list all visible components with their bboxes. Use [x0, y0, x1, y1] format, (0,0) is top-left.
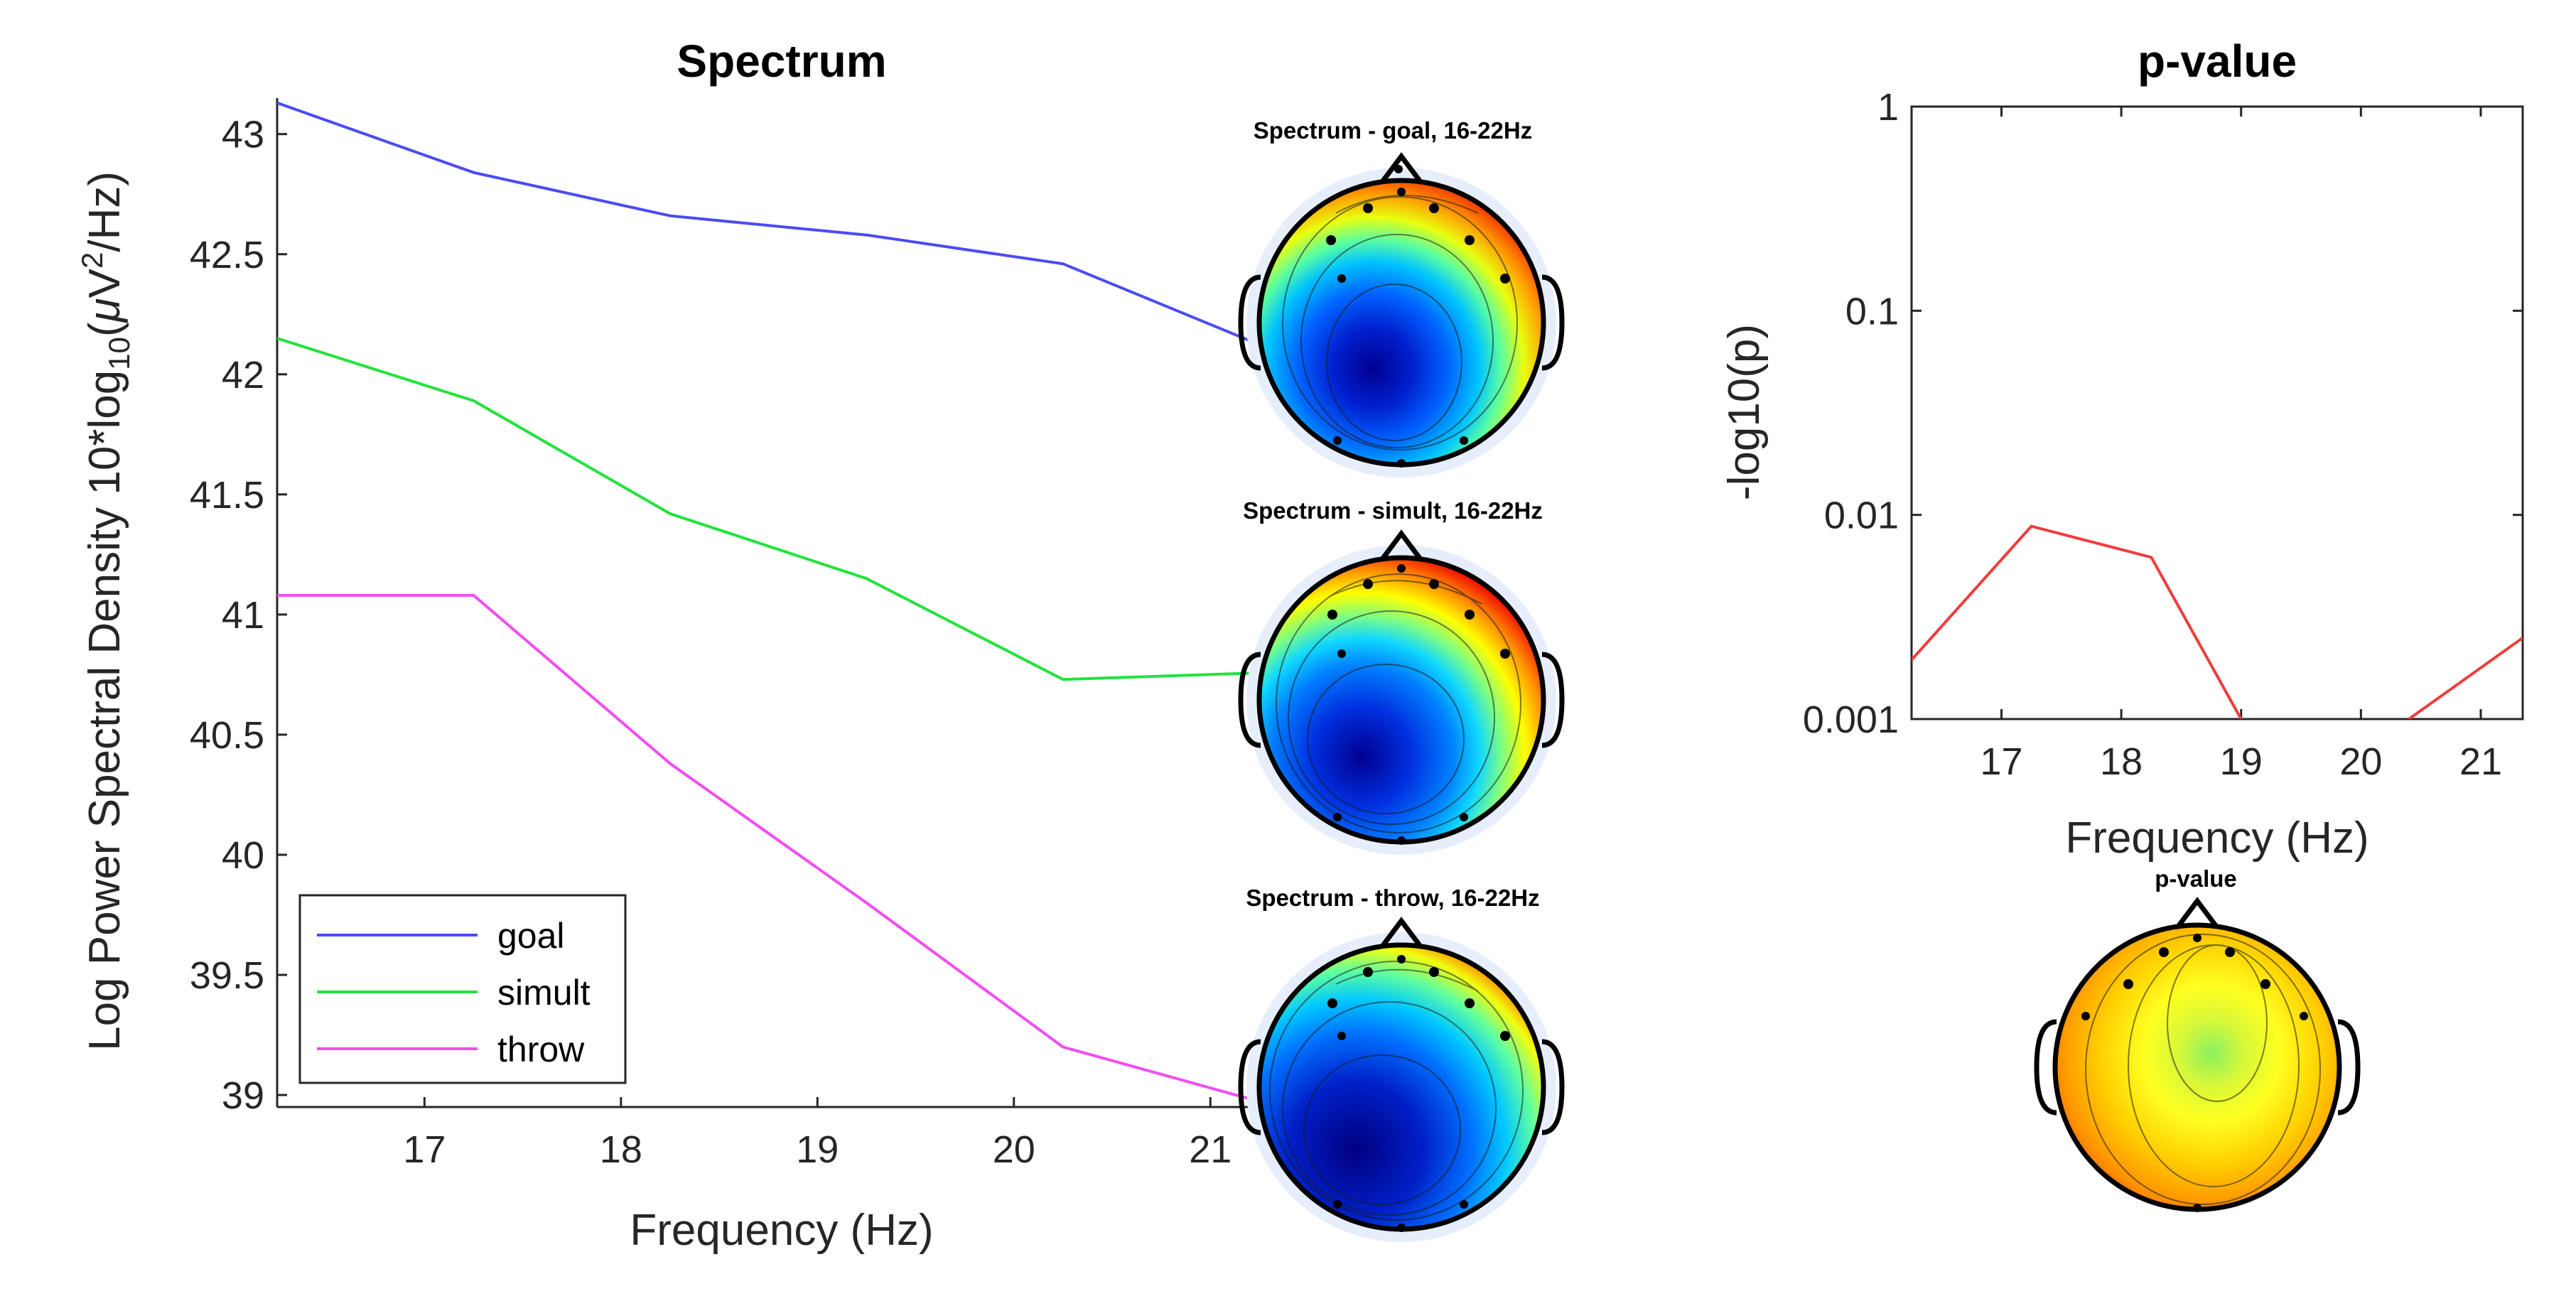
spectrum-x-tick-label: 21	[1189, 1128, 1232, 1171]
spectrum-y-tick-label: 42.5	[190, 234, 264, 276]
topoplot-goal-electrodes	[1326, 165, 1510, 468]
legend-label-throw: throw	[497, 1030, 585, 1069]
topoplot-pvalue-right-ear	[2337, 1019, 2361, 1116]
spectrum-y-axis-label: Log Power Spectral Density 10*log10(μV2/…	[75, 171, 136, 1051]
spectrum-legend: goal simult throw	[298, 894, 627, 1084]
pvalue-x-tick-label: 21	[2459, 740, 2502, 783]
topoplot-simult-left-ear	[1238, 652, 1261, 748]
spectrum-y-tick-label: 42	[222, 354, 264, 396]
spectrum-x-tick-label: 18	[600, 1128, 642, 1171]
spectrum-y-tick-label: 41.5	[190, 474, 264, 517]
topoplot-pvalue: p-value	[2034, 865, 2361, 1212]
spectrum-x-tick-label: 20	[993, 1128, 1035, 1171]
spectrum-y-tick-label: 39	[222, 1074, 264, 1117]
spectrum-y-tick-label: 43	[222, 114, 264, 156]
topoplot-simult-right-ear	[1541, 652, 1565, 748]
topoplot-goal-title: Spectrum - goal, 16-22Hz	[1254, 117, 1532, 144]
spectrum-x-tick-label: 19	[796, 1128, 839, 1171]
pvalue-series	[1912, 524, 2523, 719]
pvalue-axes-box	[1910, 105, 2524, 720]
pvalue-x-tick-label: 20	[2339, 740, 2382, 783]
spectrum-x-tick-label: 17	[403, 1128, 446, 1171]
topoplot-pvalue-title: p-value	[2155, 865, 2237, 892]
topoplot-simult-map	[1259, 558, 1543, 842]
pvalue-chart: p-value 17 18 19 20 21 0.001 0.01 0.1 1 Frequenc…	[1720, 36, 2524, 863]
spectrum-series	[277, 101, 1279, 1107]
spectrum-y-tick-label: 41	[222, 594, 264, 637]
topoplot-simult-electrodes	[1327, 564, 1510, 845]
pvalue-x-tick-label: 18	[2100, 740, 2143, 783]
topoplot-simult-title: Spectrum - simult, 16-22Hz	[1243, 497, 1543, 524]
pvalue-line-segment-0	[1912, 524, 2243, 719]
pvalue-y-tick-label: 0.1	[1845, 290, 1899, 333]
series-line-simult	[277, 337, 1279, 681]
series-line-throw	[277, 593, 1279, 1107]
spectrum-chart: Spectrum 17 18 19 20 21 39 39.5 40 40.5 41 41.5 42 4…	[75, 36, 1279, 1255]
spectrum-title: Spectrum	[677, 36, 886, 87]
series-line-goal	[277, 101, 1279, 355]
spectrum-axes: 17 18 19 20 21 39 39.5 40 40.5 41 41.5 42 42.5 43	[190, 98, 1279, 1171]
spectrum-y-tick-label: 40	[222, 834, 264, 877]
legend-box	[298, 894, 627, 1084]
legend-label-goal: goal	[497, 916, 565, 956]
topoplot-pvalue-electrodes	[2081, 934, 2308, 1212]
topoplot-throw-contours	[1269, 961, 1524, 1221]
pvalue-y-tick-label: 0.01	[1824, 495, 1899, 537]
legend-label-simult: simult	[497, 973, 591, 1013]
topoplot-goal-contours	[1282, 195, 1518, 450]
topoplot-pvalue-nose	[2176, 897, 2219, 929]
topoplot-pvalue-contours	[2085, 934, 2321, 1205]
spectrum-x-axis-label: Frequency (Hz)	[630, 1206, 933, 1255]
topoplot-goal-left-ear	[1238, 274, 1261, 371]
topoplot-throw-nose	[1380, 917, 1423, 949]
topoplot-simult-nose	[1380, 529, 1423, 561]
topoplot-pvalue-map	[2055, 925, 2339, 1209]
topoplot-goal: Spectrum - goal, 16-22Hz	[1238, 117, 1565, 477]
topoplot-simult: Spectrum - simult, 16-22Hz	[1238, 497, 1565, 855]
topoplot-goal-nose	[1380, 152, 1423, 184]
pvalue-axes: 17 18 19 20 21 0.001 0.01 0.1 1	[1803, 86, 2524, 783]
topoplot-throw-map	[1259, 945, 1543, 1229]
topoplot-throw-title: Spectrum - throw, 16-22Hz	[1246, 885, 1539, 911]
topoplot-throw-electrodes	[1327, 955, 1510, 1232]
topoplot-throw-right-ear	[1541, 1039, 1565, 1135]
pvalue-y-tick-label: 1	[1877, 86, 1899, 129]
topoplot-throw: Spectrum - throw, 16-22Hz	[1238, 885, 1565, 1242]
spectrum-y-tick-label: 39.5	[190, 954, 264, 997]
pvalue-x-tick-label: 19	[2220, 740, 2263, 783]
pvalue-y-axis-label: -log10(p)	[1720, 324, 1769, 500]
topoplot-goal-map	[1259, 180, 1543, 465]
pvalue-x-tick-label: 17	[1980, 740, 2022, 783]
pvalue-title: p-value	[2138, 36, 2297, 87]
topoplot-simult-contours	[1276, 573, 1521, 833]
topoplot-throw-left-ear	[1238, 1039, 1261, 1135]
topoplot-pvalue-left-ear	[2034, 1019, 2057, 1116]
spectrum-y-tick-label: 40.5	[190, 714, 264, 757]
pvalue-y-tick-label: 0.001	[1803, 698, 1899, 741]
pvalue-x-axis-label: Frequency (Hz)	[2065, 814, 2368, 863]
topoplot-goal-right-ear	[1541, 274, 1565, 371]
pvalue-line-segment-1	[2408, 637, 2523, 719]
